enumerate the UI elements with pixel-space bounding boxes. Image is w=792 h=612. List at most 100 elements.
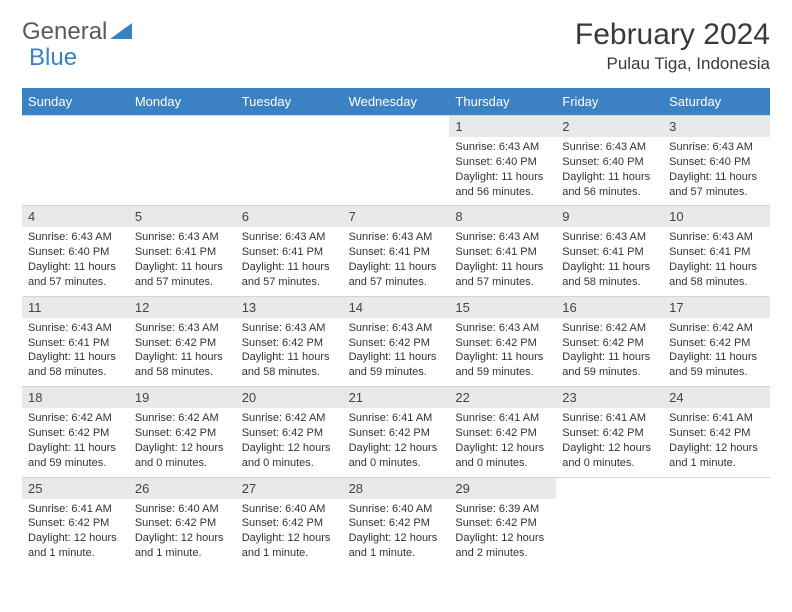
day-number: 9: [556, 206, 663, 227]
day-number: 6: [236, 206, 343, 227]
day-details: Sunrise: 6:43 AMSunset: 6:42 PMDaylight:…: [129, 318, 236, 386]
day-number: 16: [556, 297, 663, 318]
day-cell: 8Sunrise: 6:43 AMSunset: 6:41 PMDaylight…: [449, 205, 556, 295]
day-cell: 27Sunrise: 6:40 AMSunset: 6:42 PMDayligh…: [236, 477, 343, 567]
day-number: 25: [22, 478, 129, 499]
logo: General: [22, 18, 132, 46]
day-number: 23: [556, 387, 663, 408]
day-cell: .: [22, 115, 129, 205]
day-cell: 22Sunrise: 6:41 AMSunset: 6:42 PMDayligh…: [449, 386, 556, 476]
day-number: 21: [343, 387, 450, 408]
day-details: Sunrise: 6:41 AMSunset: 6:42 PMDaylight:…: [663, 408, 770, 476]
day-details: Sunrise: 6:42 AMSunset: 6:42 PMDaylight:…: [22, 408, 129, 476]
day-details: Sunrise: 6:41 AMSunset: 6:42 PMDaylight:…: [449, 408, 556, 476]
day-cell: 11Sunrise: 6:43 AMSunset: 6:41 PMDayligh…: [22, 296, 129, 386]
day-cell: .: [556, 477, 663, 567]
day-cell: 28Sunrise: 6:40 AMSunset: 6:42 PMDayligh…: [343, 477, 450, 567]
day-cell: 2Sunrise: 6:43 AMSunset: 6:40 PMDaylight…: [556, 115, 663, 205]
day-details: Sunrise: 6:40 AMSunset: 6:42 PMDaylight:…: [236, 499, 343, 567]
day-cell: 3Sunrise: 6:43 AMSunset: 6:40 PMDaylight…: [663, 115, 770, 205]
day-details: Sunrise: 6:43 AMSunset: 6:41 PMDaylight:…: [129, 227, 236, 295]
day-details: Sunrise: 6:40 AMSunset: 6:42 PMDaylight:…: [343, 499, 450, 567]
day-number: 18: [22, 387, 129, 408]
day-number: 22: [449, 387, 556, 408]
day-number: 20: [236, 387, 343, 408]
day-cell: 25Sunrise: 6:41 AMSunset: 6:42 PMDayligh…: [22, 477, 129, 567]
logo-triangle-icon: [110, 23, 132, 41]
day-number: 8: [449, 206, 556, 227]
day-number: 26: [129, 478, 236, 499]
day-number: 14: [343, 297, 450, 318]
day-number: 3: [663, 116, 770, 137]
day-details: Sunrise: 6:43 AMSunset: 6:40 PMDaylight:…: [22, 227, 129, 295]
calendar: SundayMondayTuesdayWednesdayThursdayFrid…: [22, 88, 770, 567]
weekday-header: Wednesday: [343, 88, 450, 115]
weekday-header: Friday: [556, 88, 663, 115]
day-details: Sunrise: 6:42 AMSunset: 6:42 PMDaylight:…: [556, 318, 663, 386]
day-number: 24: [663, 387, 770, 408]
day-details: Sunrise: 6:42 AMSunset: 6:42 PMDaylight:…: [129, 408, 236, 476]
day-cell: 26Sunrise: 6:40 AMSunset: 6:42 PMDayligh…: [129, 477, 236, 567]
title-block: February 2024 Pulau Tiga, Indonesia: [575, 18, 770, 74]
day-number: 17: [663, 297, 770, 318]
day-number: 27: [236, 478, 343, 499]
day-details: Sunrise: 6:43 AMSunset: 6:42 PMDaylight:…: [343, 318, 450, 386]
day-number: 29: [449, 478, 556, 499]
day-number: 1: [449, 116, 556, 137]
day-number: 12: [129, 297, 236, 318]
day-details: Sunrise: 6:40 AMSunset: 6:42 PMDaylight:…: [129, 499, 236, 567]
day-number: 10: [663, 206, 770, 227]
day-number: 15: [449, 297, 556, 318]
header: General February 2024 Pulau Tiga, Indone…: [22, 18, 770, 74]
day-cell: 4Sunrise: 6:43 AMSunset: 6:40 PMDaylight…: [22, 205, 129, 295]
day-cell: 10Sunrise: 6:43 AMSunset: 6:41 PMDayligh…: [663, 205, 770, 295]
day-number: 7: [343, 206, 450, 227]
day-number: 11: [22, 297, 129, 318]
day-cell: 23Sunrise: 6:41 AMSunset: 6:42 PMDayligh…: [556, 386, 663, 476]
day-cell: 18Sunrise: 6:42 AMSunset: 6:42 PMDayligh…: [22, 386, 129, 476]
day-details: Sunrise: 6:43 AMSunset: 6:41 PMDaylight:…: [22, 318, 129, 386]
day-number: 13: [236, 297, 343, 318]
day-details: Sunrise: 6:43 AMSunset: 6:41 PMDaylight:…: [449, 227, 556, 295]
weekday-header: Monday: [129, 88, 236, 115]
logo-text-general: General: [22, 18, 107, 46]
month-title: February 2024: [575, 18, 770, 52]
day-details: Sunrise: 6:43 AMSunset: 6:40 PMDaylight:…: [449, 137, 556, 205]
day-details: Sunrise: 6:41 AMSunset: 6:42 PMDaylight:…: [556, 408, 663, 476]
weekday-header-row: SundayMondayTuesdayWednesdayThursdayFrid…: [22, 88, 770, 115]
day-cell: 21Sunrise: 6:41 AMSunset: 6:42 PMDayligh…: [343, 386, 450, 476]
week-row: ....1Sunrise: 6:43 AMSunset: 6:40 PMDayl…: [22, 115, 770, 205]
week-row: 11Sunrise: 6:43 AMSunset: 6:41 PMDayligh…: [22, 296, 770, 386]
day-details: Sunrise: 6:43 AMSunset: 6:41 PMDaylight:…: [556, 227, 663, 295]
day-details: Sunrise: 6:43 AMSunset: 6:40 PMDaylight:…: [663, 137, 770, 205]
day-cell: 1Sunrise: 6:43 AMSunset: 6:40 PMDaylight…: [449, 115, 556, 205]
day-details: Sunrise: 6:43 AMSunset: 6:41 PMDaylight:…: [663, 227, 770, 295]
day-cell: 20Sunrise: 6:42 AMSunset: 6:42 PMDayligh…: [236, 386, 343, 476]
week-row: 4Sunrise: 6:43 AMSunset: 6:40 PMDaylight…: [22, 205, 770, 295]
weekday-header: Sunday: [22, 88, 129, 115]
day-details: Sunrise: 6:39 AMSunset: 6:42 PMDaylight:…: [449, 499, 556, 567]
day-details: Sunrise: 6:43 AMSunset: 6:41 PMDaylight:…: [343, 227, 450, 295]
day-details: Sunrise: 6:42 AMSunset: 6:42 PMDaylight:…: [236, 408, 343, 476]
day-cell: 13Sunrise: 6:43 AMSunset: 6:42 PMDayligh…: [236, 296, 343, 386]
weekday-header: Thursday: [449, 88, 556, 115]
day-cell: 14Sunrise: 6:43 AMSunset: 6:42 PMDayligh…: [343, 296, 450, 386]
week-row: 18Sunrise: 6:42 AMSunset: 6:42 PMDayligh…: [22, 386, 770, 476]
day-cell: 24Sunrise: 6:41 AMSunset: 6:42 PMDayligh…: [663, 386, 770, 476]
day-details: Sunrise: 6:42 AMSunset: 6:42 PMDaylight:…: [663, 318, 770, 386]
day-number: 28: [343, 478, 450, 499]
location: Pulau Tiga, Indonesia: [575, 54, 770, 74]
day-cell: .: [236, 115, 343, 205]
day-details: Sunrise: 6:43 AMSunset: 6:42 PMDaylight:…: [236, 318, 343, 386]
day-cell: 5Sunrise: 6:43 AMSunset: 6:41 PMDaylight…: [129, 205, 236, 295]
day-cell: .: [663, 477, 770, 567]
day-cell: 6Sunrise: 6:43 AMSunset: 6:41 PMDaylight…: [236, 205, 343, 295]
day-cell: .: [129, 115, 236, 205]
weekday-header: Tuesday: [236, 88, 343, 115]
day-cell: 15Sunrise: 6:43 AMSunset: 6:42 PMDayligh…: [449, 296, 556, 386]
day-cell: 16Sunrise: 6:42 AMSunset: 6:42 PMDayligh…: [556, 296, 663, 386]
day-details: Sunrise: 6:41 AMSunset: 6:42 PMDaylight:…: [22, 499, 129, 567]
day-cell: 7Sunrise: 6:43 AMSunset: 6:41 PMDaylight…: [343, 205, 450, 295]
day-number: 19: [129, 387, 236, 408]
day-number: 2: [556, 116, 663, 137]
